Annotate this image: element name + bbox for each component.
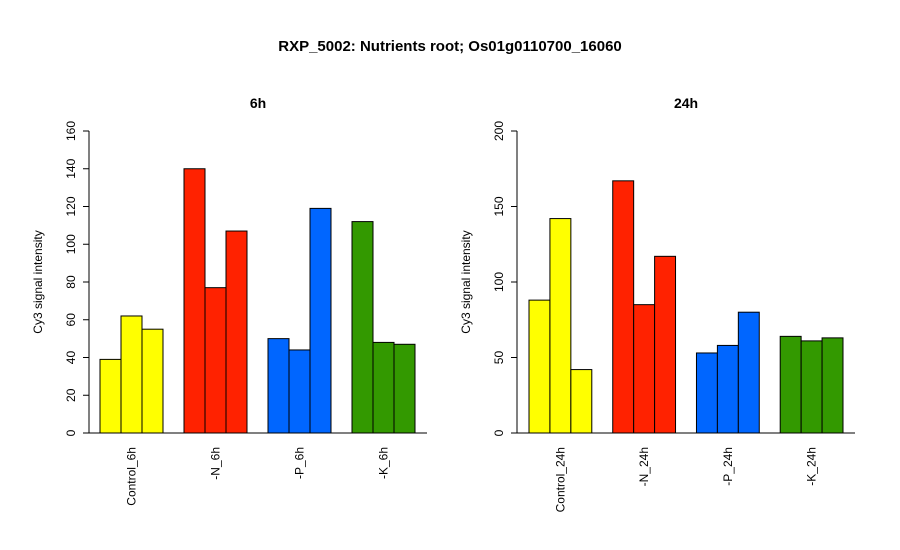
- bar--N_6h-3: [225, 230, 248, 434]
- x-category-label: Control_6h: [125, 447, 139, 506]
- y-tick-label: 80: [64, 275, 78, 289]
- y-tick-label: 40: [64, 351, 78, 365]
- x-category-label: -P_24h: [721, 447, 735, 486]
- bar-Control_24h-1: [528, 299, 551, 434]
- x-category-label: -N_24h: [637, 447, 651, 486]
- y-axis-label: Cy3 signal intensity: [459, 230, 473, 333]
- bar--P_6h-3: [309, 207, 332, 434]
- bar--P_24h-2: [716, 344, 739, 434]
- bar--N_24h-1: [612, 180, 635, 434]
- bar--P_24h-3: [737, 311, 760, 434]
- x-category-label: -N_6h: [209, 447, 223, 480]
- main-title: RXP_5002: Nutrients root; Os01g0110700_1…: [278, 38, 622, 55]
- y-tick-label: 160: [64, 121, 78, 141]
- bar--K_24h-3: [821, 337, 844, 434]
- bar--N_24h-3: [654, 255, 677, 434]
- y-axis-label: Cy3 signal intensity: [31, 230, 45, 333]
- bar--K_6h-1: [351, 221, 374, 434]
- bar--K_24h-1: [779, 335, 802, 434]
- y-tick-label: 0: [492, 429, 506, 436]
- y-tick-label: 120: [64, 196, 78, 216]
- panel-title-24h: 24h: [674, 95, 698, 111]
- x-category-label: -K_24h: [805, 447, 819, 486]
- bar--N_6h-1: [183, 168, 206, 434]
- bar--P_6h-1: [267, 338, 290, 434]
- bar--N_24h-2: [633, 304, 656, 434]
- y-tick-label: 20: [64, 388, 78, 402]
- y-tick-label: 200: [492, 121, 506, 141]
- y-tick-label: 100: [492, 272, 506, 292]
- y-tick-label: 150: [492, 196, 506, 216]
- y-tick-label: 50: [492, 351, 506, 365]
- bar--K_24h-2: [800, 340, 823, 434]
- bar--P_24h-1: [695, 352, 718, 434]
- panel-title-6h: 6h: [250, 95, 266, 111]
- bar--K_6h-3: [393, 343, 416, 434]
- bar-Control_6h-2: [120, 315, 143, 434]
- y-tick-label: 140: [64, 158, 78, 178]
- y-tick-label: 60: [64, 313, 78, 327]
- x-category-label: -P_6h: [293, 447, 307, 479]
- bar-Control_6h-1: [99, 358, 122, 434]
- bar-Control_6h-3: [141, 328, 164, 434]
- x-category-label: -K_6h: [377, 447, 391, 479]
- bar--P_6h-2: [288, 349, 311, 434]
- bar--K_6h-2: [372, 341, 395, 434]
- y-tick-label: 0: [64, 429, 78, 436]
- bar-Control_24h-3: [570, 369, 593, 434]
- bar-Control_24h-2: [549, 218, 572, 434]
- bar--N_6h-2: [204, 287, 227, 434]
- x-category-label: Control_24h: [553, 447, 567, 512]
- y-tick-label: 100: [64, 234, 78, 254]
